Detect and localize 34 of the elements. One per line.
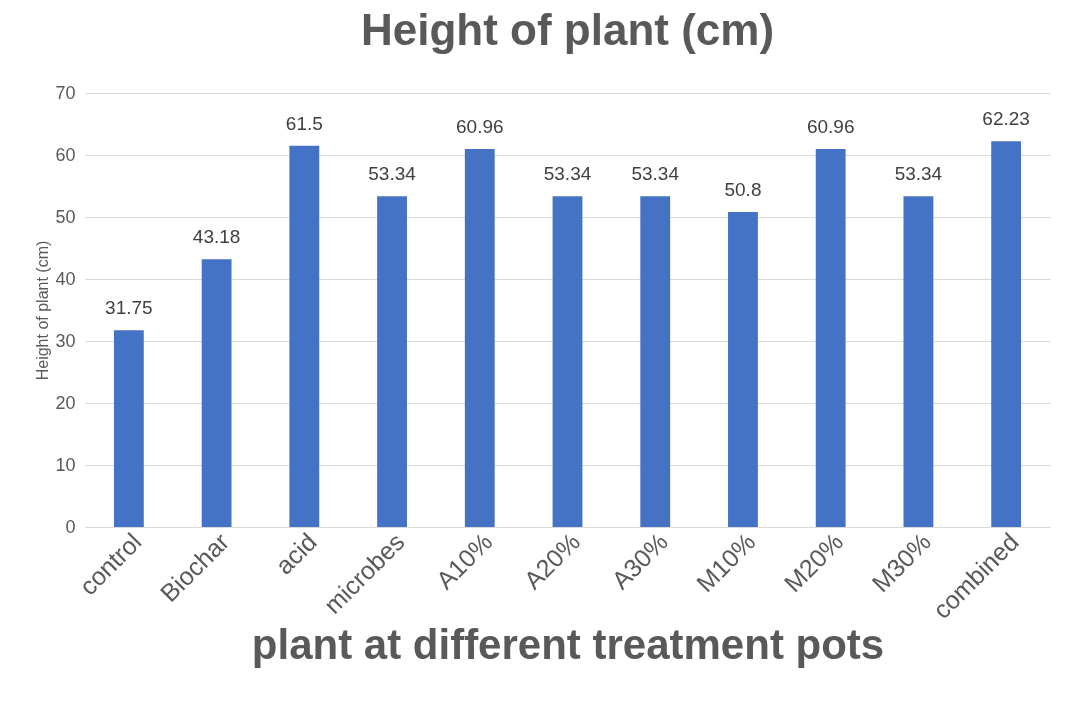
y-tick-label: 60 bbox=[55, 144, 76, 165]
bar bbox=[640, 196, 671, 527]
data-label: 31.75 bbox=[105, 297, 153, 319]
bar bbox=[991, 141, 1022, 527]
data-label: 60.96 bbox=[456, 116, 504, 138]
bar bbox=[728, 212, 758, 527]
y-axis-title: Height of plant (cm) bbox=[34, 240, 52, 381]
bar bbox=[201, 259, 232, 527]
y-tick-label: 10 bbox=[55, 454, 76, 475]
data-label: 61.5 bbox=[285, 112, 323, 134]
x-tick-label: acid bbox=[269, 527, 322, 580]
data-label: 60.96 bbox=[806, 116, 855, 138]
data-label: 53.34 bbox=[543, 163, 592, 185]
data-label: 62.23 bbox=[982, 108, 1030, 130]
chart-title: Height of plant (cm) bbox=[360, 5, 775, 54]
y-tick-label: 20 bbox=[55, 392, 76, 413]
x-axis-title: plant at different treatment pots bbox=[251, 620, 885, 668]
bar bbox=[552, 196, 583, 527]
data-label: 43.18 bbox=[192, 226, 241, 248]
y-tick-label: 70 bbox=[55, 82, 76, 103]
data-label: 53.34 bbox=[368, 163, 417, 185]
bar bbox=[113, 330, 144, 527]
data-label: 53.34 bbox=[631, 163, 680, 185]
y-tick-label: 40 bbox=[55, 268, 76, 289]
bar bbox=[464, 149, 495, 527]
y-tick-label: 0 bbox=[65, 516, 76, 537]
data-label: 53.34 bbox=[894, 163, 943, 185]
bar bbox=[377, 196, 407, 527]
bar bbox=[903, 196, 934, 527]
bar bbox=[815, 149, 846, 527]
bar bbox=[289, 145, 320, 527]
data-label: 50.8 bbox=[724, 179, 762, 201]
y-tick-label: 50 bbox=[55, 206, 76, 227]
y-tick-label: 30 bbox=[55, 330, 76, 351]
